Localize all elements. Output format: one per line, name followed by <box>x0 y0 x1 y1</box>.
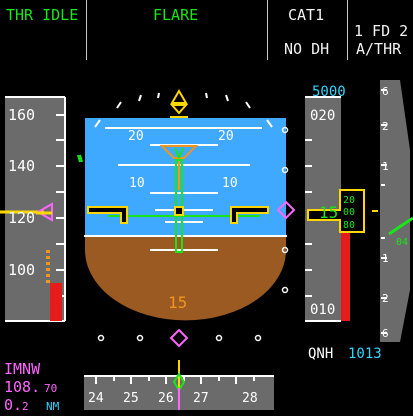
altitude-drum: 00 <box>343 207 355 218</box>
glideslope-scale <box>281 126 289 294</box>
altitude-tick-label: 020 <box>310 108 335 124</box>
qnh-value: 1013 <box>348 346 382 362</box>
fma-divider <box>86 0 87 60</box>
altitude-tick-label: 010 <box>310 302 335 318</box>
ils-frequency-decimals: 70 <box>44 382 57 395</box>
altitude-tape <box>305 96 378 322</box>
speed-tape <box>0 96 66 322</box>
localizer-deviation <box>169 328 189 348</box>
pitch-label: 20 <box>218 129 234 144</box>
fma-approach-cat: CAT1 <box>288 6 325 24</box>
bank-scale <box>94 92 273 128</box>
heading-label: 28 <box>242 391 258 406</box>
speed-tick-label: 160 <box>8 106 35 124</box>
speed-tick-label: 120 <box>8 209 35 227</box>
heading-tape <box>84 360 274 410</box>
bank-index <box>169 104 189 115</box>
fma-athr-status: A/THR <box>356 40 402 58</box>
radio-altitude: 15 <box>168 293 187 312</box>
pitch-label: 10 <box>129 176 145 191</box>
altitude-readout: 15 <box>319 203 338 222</box>
fma-dh: NO DH <box>284 40 330 58</box>
vsi-value: 04 <box>396 237 408 248</box>
selected-altitude: 5000 <box>312 84 346 100</box>
heading-label: 24 <box>88 391 104 406</box>
pitch-label: 20 <box>128 129 144 144</box>
heading-label: 27 <box>193 391 209 406</box>
fma-divider <box>267 0 268 60</box>
vsi-tick-label: 6 <box>382 327 389 340</box>
bank-pointer <box>170 89 188 104</box>
vsi-tick-label: 2 <box>382 292 389 305</box>
dme-unit: NM <box>46 400 60 413</box>
dme-distance-decimal: 2 <box>22 400 29 413</box>
vertical-speed-indicator <box>380 80 413 342</box>
altitude-drum: 20 <box>343 195 355 206</box>
fma-divider <box>347 0 348 60</box>
localizer-scale <box>97 334 262 342</box>
glideslope-deviation <box>276 200 296 220</box>
flight-mode-annunciator: THR IDLE FLARE CAT1 NO DH 1 FD 2 A/THR <box>0 0 413 62</box>
fma-thrust-mode: THR IDLE <box>6 6 79 24</box>
ils-frequency: 108. <box>4 378 40 396</box>
vsi-tick-label: 1 <box>382 160 389 173</box>
fma-fd-status: 1 FD 2 <box>354 22 409 40</box>
dme-distance: 0. <box>4 396 22 414</box>
vsi-tick-label: 2 <box>382 120 389 133</box>
pitch-ladder <box>105 127 262 251</box>
aircraft-symbol <box>87 206 269 224</box>
vsi-tick-label: 1 <box>382 252 389 265</box>
fma-vertical-mode: FLARE <box>153 6 199 24</box>
qnh-label: QNH <box>308 346 333 362</box>
pitch-label: 10 <box>222 176 238 191</box>
vsi-tick-label: 6 <box>382 85 389 98</box>
speed-tick-label: 140 <box>8 157 35 175</box>
heading-label: 25 <box>123 391 139 406</box>
ils-ident: IMNW <box>4 360 41 378</box>
altitude-drum: 80 <box>343 220 355 231</box>
heading-label: 26 <box>158 391 174 406</box>
speed-tick-label: 100 <box>8 261 35 279</box>
